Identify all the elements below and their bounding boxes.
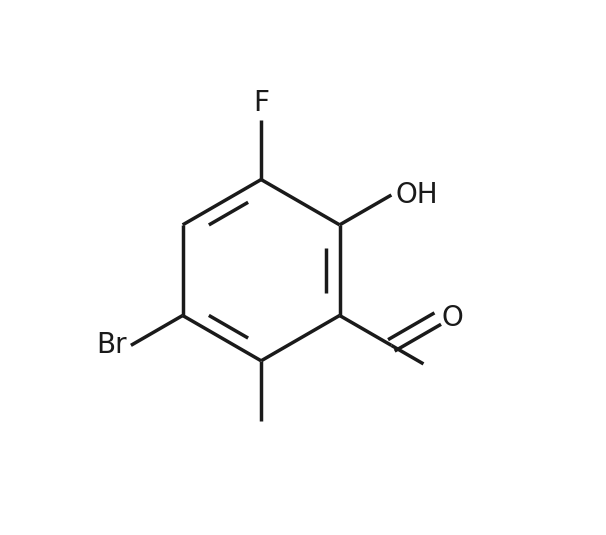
- Text: OH: OH: [396, 181, 438, 209]
- Text: F: F: [253, 88, 269, 117]
- Text: O: O: [442, 304, 464, 332]
- Text: Br: Br: [96, 331, 127, 360]
